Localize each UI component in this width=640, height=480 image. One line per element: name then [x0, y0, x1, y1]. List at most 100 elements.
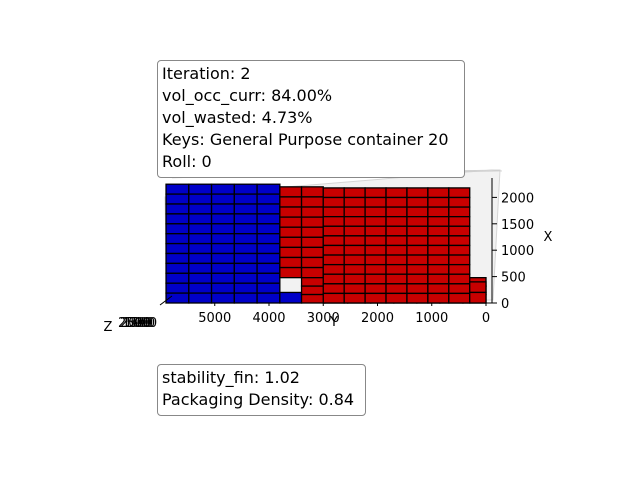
blue-box-cell: [188, 262, 213, 274]
blue-box-cell: [256, 252, 281, 265]
red-box-cell: [343, 196, 366, 208]
blue-box-cell: [188, 213, 213, 225]
x-axis-label: X: [544, 230, 553, 245]
blue-box-cell: [188, 242, 213, 255]
red-box-cell: [406, 216, 429, 227]
red-box-cell: [385, 225, 408, 237]
red-box-cell: [300, 266, 324, 279]
red-box-cell: [343, 225, 366, 237]
red-box-cell: [406, 273, 429, 285]
blue-box-cell: [210, 233, 235, 245]
red-box-cell: [427, 292, 450, 304]
red-box-cell: [406, 187, 429, 199]
red-box-cell: [385, 254, 408, 266]
blue-box-cell: [233, 223, 258, 235]
iteration-text: Iteration: 2: [162, 64, 251, 83]
red-box-cell: [322, 206, 345, 218]
red-box-cell: [427, 254, 450, 266]
red-box-cell: [406, 292, 429, 304]
blue-box-cell: [233, 233, 258, 245]
vol-occ-text: vol_occ_curr: 84.00%: [162, 86, 333, 105]
red-box-cell: [300, 277, 326, 287]
x-tick-label: 0: [501, 297, 509, 312]
red-box-cell: [343, 292, 366, 304]
red-box-cell: [364, 216, 387, 227]
blue-box-cell: [188, 282, 213, 294]
red-box-cell: [322, 235, 345, 247]
blue-box-cell: [210, 262, 235, 274]
blue-box-cell: [233, 183, 258, 195]
blue-box-cell: [256, 272, 281, 284]
z-tick-label: 2000: [120, 316, 153, 331]
red-box-cell: [448, 187, 471, 199]
red-box-cell: [427, 206, 450, 218]
z-tick-label: 1500: [122, 316, 155, 331]
red-box-cell: [364, 235, 387, 247]
red-box-cell: [448, 254, 471, 266]
red-box-cell: [279, 236, 303, 249]
red-box-cell: [385, 196, 408, 208]
x-tick-label: 1500: [501, 218, 534, 233]
red-box-cell: [427, 216, 450, 227]
red-box-cell: [427, 244, 450, 256]
red-box-cell: [279, 196, 303, 208]
red-box-cell: [364, 254, 387, 266]
blue-box-cell: [210, 242, 235, 255]
red-box-cell: [279, 186, 303, 198]
blue-box-cell: [165, 262, 190, 274]
red-box-cell: [448, 235, 471, 247]
blue-box-cell: [188, 252, 213, 265]
blue-box-cell: [256, 213, 281, 225]
keys-text: Keys: General Purpose container 20: [162, 130, 449, 149]
red-box-cell: [364, 292, 387, 304]
red-box-cell: [469, 281, 487, 294]
packaging-density-text: Packaging Density: 0.84: [162, 390, 355, 409]
red-box-cell: [385, 273, 408, 285]
blue-box-cell: [188, 272, 213, 284]
vol-wasted-text: vol_wasted: 4.73%: [162, 108, 313, 127]
red-box-cell: [364, 196, 387, 208]
red-box-cell: [427, 283, 450, 295]
red-box-cell: [343, 283, 366, 295]
blue-box-cell: [256, 193, 281, 205]
red-box-cell: [322, 273, 345, 285]
red-box-cell: [343, 235, 366, 247]
blue-box-cell: [233, 213, 258, 225]
red-box-cell: [406, 235, 429, 247]
red-box-cell: [385, 283, 408, 295]
red-box-cell: [406, 254, 429, 266]
red-box-cell: [385, 187, 408, 199]
red-box-cell: [322, 283, 345, 295]
z-tick-label: 500: [126, 316, 151, 331]
blue-box-cell: [210, 203, 235, 215]
y-axis-label: Y: [329, 315, 338, 330]
red-box-cell: [364, 273, 387, 285]
blue-box-cell: [188, 223, 213, 235]
z-axis-label: Z: [104, 320, 113, 335]
blue-box-cell: [165, 203, 190, 215]
red-box-cell: [385, 235, 408, 247]
blue-box-cell: [279, 291, 303, 304]
red-box-cell: [322, 254, 345, 266]
red-box-cell: [343, 254, 366, 266]
blue-box-cell: [233, 292, 258, 304]
blue-box-cell: [188, 292, 213, 304]
red-box-cell: [427, 225, 450, 237]
red-box-cell: [300, 246, 324, 259]
red-box-cell: [300, 226, 324, 238]
red-box-cell: [364, 206, 387, 218]
red-box-cell: [364, 225, 387, 237]
red-box-cell: [300, 196, 324, 208]
red-box-cell: [343, 216, 366, 227]
red-box-cell: [300, 186, 324, 198]
blue-box-cell: [188, 193, 213, 205]
red-box-cell: [322, 292, 345, 304]
red-box-cell: [279, 206, 303, 218]
blue-box-cell: [210, 183, 235, 195]
blue-box-cell: [256, 262, 281, 274]
blue-box-cell: [165, 242, 190, 255]
blue-box-cell: [233, 272, 258, 284]
blue-box-cell: [165, 252, 190, 265]
